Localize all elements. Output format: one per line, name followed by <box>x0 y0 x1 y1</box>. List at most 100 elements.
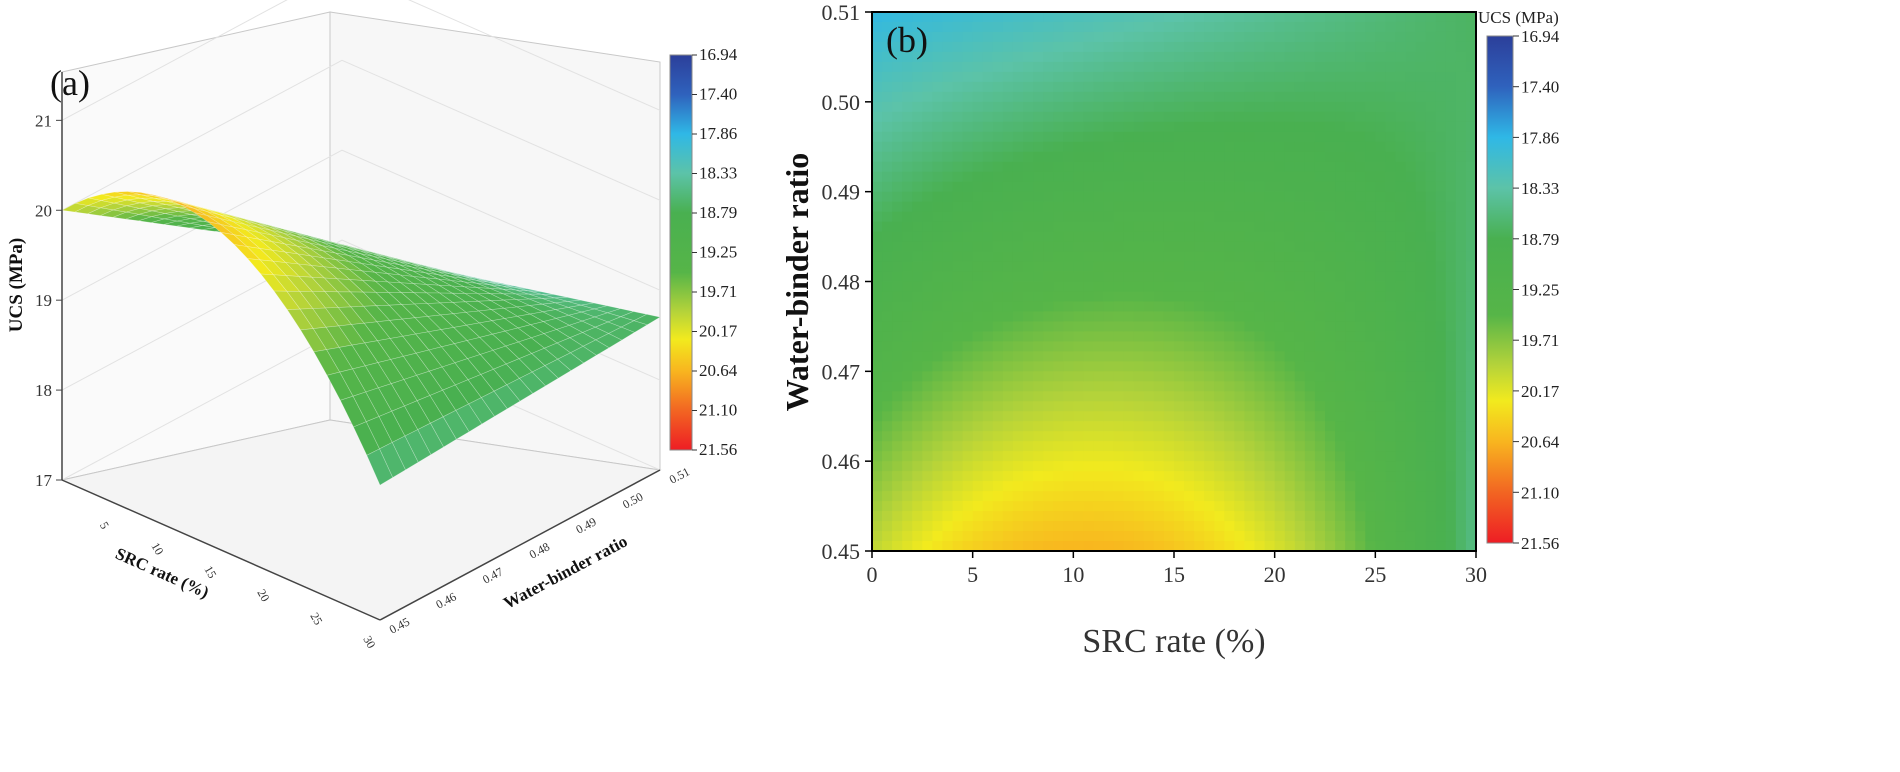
contour-cell <box>1465 181 1477 193</box>
contour-cell <box>1153 291 1165 303</box>
contour-cell <box>1314 111 1326 123</box>
contour-cell <box>1184 12 1195 23</box>
contour-cell <box>1375 421 1386 432</box>
contour-cell <box>1314 91 1326 103</box>
contour-cell <box>1274 471 1286 482</box>
contour-cell <box>1355 181 1366 193</box>
contour-cell <box>962 31 974 43</box>
contour-cell <box>1234 321 1246 333</box>
contour-cell <box>942 161 954 173</box>
contour-cell <box>882 501 893 512</box>
contour-cell <box>1365 151 1376 163</box>
contour-cell <box>1304 71 1316 83</box>
contour-cell <box>1184 201 1195 213</box>
contour-cell <box>1425 471 1437 482</box>
contour-cell <box>1304 141 1316 153</box>
contour-cell <box>902 151 913 163</box>
contour-cell <box>1355 131 1366 143</box>
contour-cell <box>1465 461 1477 472</box>
contour-cell <box>1153 511 1165 522</box>
contour-cell <box>1435 511 1447 522</box>
contour-cell <box>1274 521 1286 532</box>
contour-cell <box>1053 41 1064 53</box>
contour-cell <box>1033 521 1044 532</box>
contour-cell <box>1184 241 1195 253</box>
contour-cell <box>1365 111 1376 123</box>
contour-cell <box>1254 191 1266 203</box>
contour-cell <box>882 351 893 362</box>
contour-cell <box>1314 291 1326 303</box>
contour-cell <box>1123 451 1135 462</box>
contour-cell <box>872 191 883 203</box>
contour-cell <box>952 311 964 323</box>
contour-cell <box>1002 221 1014 233</box>
contour-cell <box>912 491 923 502</box>
contour-cell <box>1174 121 1185 133</box>
contour-cell <box>1304 271 1316 283</box>
contour-cell <box>1073 101 1084 113</box>
contour-cell <box>1304 31 1316 43</box>
contour-cell <box>1375 31 1386 43</box>
contour-cell <box>1264 541 1276 552</box>
contour-cell <box>1335 431 1346 442</box>
contour-cell <box>1093 411 1105 422</box>
contour-cell <box>1325 71 1336 83</box>
contour-cell <box>1224 181 1235 193</box>
contour-cell <box>1385 371 1397 382</box>
contour-cell <box>872 151 883 163</box>
contour-cell <box>892 21 903 33</box>
contour-cell <box>1184 71 1195 83</box>
contour-cell <box>872 201 883 213</box>
contour-cell <box>1455 121 1467 133</box>
contour-cell <box>872 521 883 532</box>
contour-cell <box>1073 351 1084 362</box>
contour-cell <box>1425 21 1437 33</box>
contour-cell <box>1053 491 1064 502</box>
contour-cell <box>1214 101 1225 113</box>
contour-cell <box>1093 351 1105 362</box>
contour-cell <box>1063 261 1074 273</box>
contour-cell <box>1204 341 1215 352</box>
contour-cell <box>962 541 974 552</box>
contour-cell <box>942 261 954 273</box>
contour-cell <box>1314 121 1326 133</box>
contour-cell <box>1083 301 1095 313</box>
contour-cell <box>1264 371 1276 382</box>
contour-cell <box>992 341 1004 352</box>
contour-cell <box>1445 12 1457 23</box>
contour-cell <box>1345 121 1356 133</box>
contour-cell <box>1294 361 1306 372</box>
contour-cell <box>1455 401 1467 412</box>
contour-cell <box>1274 271 1286 283</box>
contour-cell <box>1063 341 1074 352</box>
contour-cell <box>962 521 974 532</box>
contour-cell <box>992 241 1004 253</box>
contour-cell <box>1294 501 1306 512</box>
contour-cell <box>972 511 984 522</box>
contour-cell <box>1294 471 1306 482</box>
contour-cell <box>1314 41 1326 53</box>
contour-cell <box>922 321 933 333</box>
contour-cell <box>1365 301 1376 313</box>
contour-cell <box>872 81 883 93</box>
contour-cell <box>1465 391 1477 402</box>
contour-cell <box>1445 391 1457 402</box>
contour-cell <box>952 101 964 113</box>
contour-cell <box>1345 521 1356 532</box>
contour-cell <box>1385 321 1397 333</box>
contour-cell <box>1365 121 1376 133</box>
contour-cell <box>1445 491 1457 502</box>
contour-cell <box>982 71 994 83</box>
contour-cell <box>952 161 964 173</box>
contour-cell <box>1445 531 1457 542</box>
contour-cell <box>1395 291 1407 303</box>
contour-cell <box>1113 341 1125 352</box>
contour-cell <box>1103 291 1115 303</box>
contour-cell <box>872 401 883 412</box>
contour-cell <box>1053 141 1064 153</box>
contour-cell <box>1214 171 1225 183</box>
contour-cell <box>1033 311 1044 323</box>
contour-cell <box>1345 101 1356 113</box>
contour-cell <box>1174 541 1185 552</box>
contour-cell <box>1415 421 1427 432</box>
